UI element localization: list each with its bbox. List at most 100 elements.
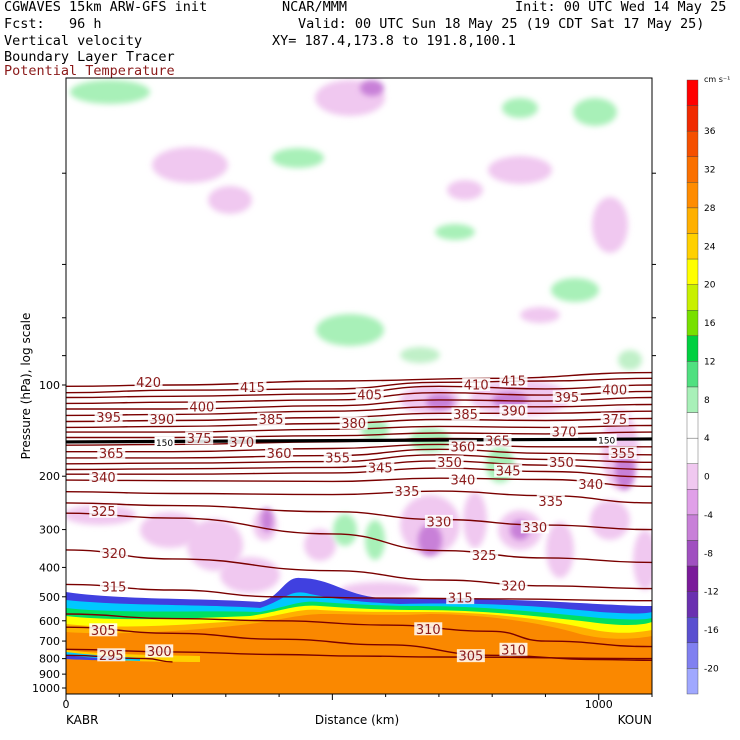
theta-label: 340 [450, 474, 475, 489]
theta-label-bg [552, 390, 581, 404]
velocity-cell [546, 522, 574, 578]
theta-label-bg [451, 407, 480, 421]
field-boundary-layer-tracer: Boundary Layer Tracer [4, 49, 175, 65]
theta-label: 415 [240, 381, 265, 396]
velocity-cell [208, 186, 252, 214]
theta-label-bg [424, 514, 453, 528]
field-vertical-velocity: Vertical velocity [4, 33, 143, 49]
theta-label-bg [520, 520, 549, 534]
theta-label: 320 [501, 579, 526, 594]
theta-label-bg [483, 433, 512, 447]
theta-label: 360 [450, 440, 475, 455]
velocity-cell [140, 512, 200, 548]
theta-label-bg [448, 439, 477, 453]
theta-label-bg [339, 416, 368, 430]
theta-contour-305 [66, 626, 652, 661]
theta-label: 335 [395, 485, 420, 500]
velocity-cell [70, 80, 150, 104]
theta-label: 360 [267, 447, 292, 462]
velocity-cell [502, 98, 538, 118]
velocity-cell [340, 582, 420, 598]
theta-label-bg [550, 425, 579, 439]
theta-label: 395 [96, 411, 121, 426]
theta-label-bg [265, 446, 294, 460]
theta-label-bg [238, 380, 267, 394]
theta-label-bg [600, 412, 629, 426]
tropopause-label-bg [154, 436, 175, 448]
section-endpoints: XY= 187.4,173.8 to 191.8,100.1 [272, 33, 516, 49]
velocity-cell [152, 147, 228, 183]
velocity-cell [365, 520, 385, 560]
theta-label-bg [608, 446, 637, 460]
theta-label: 305 [458, 650, 483, 665]
theta-label: 375 [602, 413, 627, 428]
theta-label-bg [499, 404, 528, 418]
tropopause-label: 150 [598, 437, 615, 447]
theta-label: 385 [259, 413, 284, 428]
pressure-tick-label: 700 [39, 635, 60, 648]
theta-label: 355 [325, 451, 350, 466]
theta-label: 415 [501, 374, 526, 389]
velocity-cell [426, 394, 454, 410]
velocity-cell [187, 519, 243, 571]
theta-label-bg [499, 642, 528, 656]
org-label: NCAR/MMM [282, 0, 348, 15]
velocity-cell [573, 98, 617, 126]
theta-label: 335 [538, 495, 563, 510]
velocity-cell [488, 156, 552, 184]
theta-label-bg [462, 378, 491, 391]
distance-tick-label: 1000 [585, 698, 613, 711]
velocity-cell [447, 180, 483, 200]
theta-label-bg [446, 591, 475, 605]
velocity-cell [520, 307, 560, 323]
velocity-cell [463, 492, 487, 548]
field-potential-temperature: Potential Temperature [4, 63, 175, 79]
theta-label: 400 [602, 384, 627, 399]
theta-label-bg [99, 546, 128, 560]
theta-contour-325 [66, 512, 652, 564]
theta-label-bg [227, 435, 256, 449]
theta-label: 345 [368, 462, 393, 477]
theta-label: 310 [501, 643, 526, 658]
theta-contour-295 [66, 654, 173, 663]
theta-label-bg [600, 383, 629, 397]
theta-label-bg [187, 399, 216, 413]
forecast-hour: Fcst: 96 h [4, 16, 102, 32]
left-station-label: KABR [66, 713, 98, 727]
theta-label: 395 [554, 391, 579, 406]
theta-label-bg [355, 388, 384, 402]
theta-label-bg [576, 477, 605, 491]
theta-label: 380 [341, 417, 366, 432]
theta-contour-385 [66, 417, 652, 429]
pressure-tick-label: 200 [39, 470, 60, 483]
pressure-tick-label: 500 [39, 591, 60, 604]
theta-label-bg [448, 473, 477, 487]
theta-label-bg [494, 463, 523, 477]
theta-label-bg [470, 548, 499, 562]
pressure-tick-label: 100 [39, 379, 60, 392]
right-station-label: KOUN [618, 713, 652, 727]
boundary-layer-tracer-fill [66, 577, 652, 694]
theta-contour-320 [66, 549, 652, 590]
velocity-cell [400, 347, 440, 363]
theta-label-bg [94, 410, 123, 424]
theta-label-bg [536, 494, 565, 508]
velocity-cell [333, 514, 357, 546]
velocity-cell [615, 450, 635, 490]
pressure-tick-label: 400 [39, 561, 60, 574]
theta-label: 315 [102, 581, 127, 596]
theta-label: 390 [501, 405, 526, 420]
theta-label-bg [147, 412, 176, 426]
init-time: Init: 00 UTC Wed 14 May 25 [515, 0, 727, 15]
theta-label: 365 [485, 434, 510, 449]
theta-label-bg [499, 578, 528, 592]
pressure-tick-label: 800 [39, 653, 60, 666]
theta-label-bg [134, 375, 163, 389]
velocity-cell [418, 524, 442, 556]
velocity-cell [633, 530, 652, 590]
theta-label-bg [414, 622, 443, 636]
theta-label: 340 [578, 478, 603, 493]
theta-label-bg [99, 580, 128, 594]
velocity-cell [492, 392, 528, 408]
